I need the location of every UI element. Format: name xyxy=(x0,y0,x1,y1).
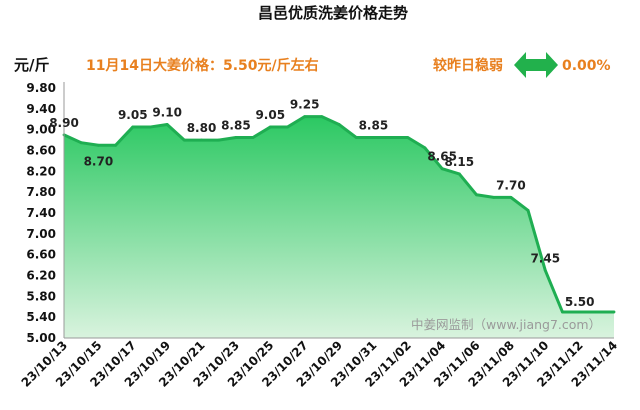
data-point xyxy=(578,310,582,314)
data-point xyxy=(286,125,289,129)
data-point xyxy=(234,136,238,139)
trend-text: 较昨日稳弱 xyxy=(433,57,503,74)
y-tick-label: 6.20 xyxy=(26,269,56,283)
data-point xyxy=(131,125,135,129)
data-label: 8.80 xyxy=(187,121,217,135)
data-label: 7.45 xyxy=(530,251,560,265)
data-label: 9.05 xyxy=(255,108,285,122)
data-label: 8.65 xyxy=(427,150,457,164)
data-point xyxy=(389,136,392,139)
data-label: 9.10 xyxy=(152,105,182,119)
data-point xyxy=(371,136,375,139)
change-percent: 0.00% xyxy=(562,58,611,74)
data-point xyxy=(440,167,444,171)
plot-area: 9.80 9.40 9.00 8.60 8.20 7.80 7.40 7.00 6.60 6.20… xyxy=(19,81,621,390)
y-tick-label: 7.80 xyxy=(26,185,56,199)
data-point xyxy=(492,195,496,199)
data-point xyxy=(114,143,117,147)
data-point xyxy=(457,172,461,176)
y-tick-label: 5.00 xyxy=(26,331,56,345)
data-point xyxy=(165,123,169,126)
data-point xyxy=(509,195,513,199)
data-point xyxy=(354,136,358,139)
data-point xyxy=(200,138,203,142)
data-point xyxy=(475,193,478,197)
data-label: 8.90 xyxy=(49,116,79,130)
y-tick-label: 8.60 xyxy=(26,144,56,158)
data-label: 8.85 xyxy=(221,118,251,132)
y-tick-label: 5.40 xyxy=(26,310,56,324)
price-note: 11月14日大姜价格：5.50元/斤左右 xyxy=(86,57,319,74)
y-tick-label: 7.00 xyxy=(26,227,56,241)
data-point xyxy=(595,310,599,314)
data-point xyxy=(526,209,530,212)
double-arrow-icon xyxy=(514,52,558,78)
data-label: 7.70 xyxy=(496,178,526,192)
data-label: 9.05 xyxy=(118,108,148,122)
data-label: 5.50 xyxy=(565,295,595,309)
data-point xyxy=(148,125,152,129)
watermark: 中姜网监制（www.jiang7.com） xyxy=(411,317,601,332)
data-label: 8.70 xyxy=(84,154,114,168)
data-point xyxy=(182,138,186,142)
data-point xyxy=(96,143,100,147)
data-point xyxy=(337,123,341,126)
y-tick-label: 6.60 xyxy=(26,248,56,262)
data-point xyxy=(251,136,255,139)
y-tick-label: 9.80 xyxy=(26,81,56,95)
data-point xyxy=(217,138,221,142)
y-tick-label: 7.40 xyxy=(26,206,56,220)
data-point xyxy=(79,141,83,145)
y-tick-label: 9.40 xyxy=(26,102,56,116)
chart-title: 昌邑优质洗姜价格走势 xyxy=(258,4,408,22)
y-axis-unit: 元/斤 xyxy=(14,56,49,74)
data-label: 9.25 xyxy=(290,98,320,112)
data-point xyxy=(406,136,410,139)
data-point xyxy=(423,146,427,150)
data-point xyxy=(268,125,272,129)
y-tick-label: 9.00 xyxy=(26,123,56,137)
data-point xyxy=(561,310,564,314)
area-fill xyxy=(64,116,614,339)
y-tick-label: 5.80 xyxy=(26,289,56,303)
data-point xyxy=(612,310,616,314)
data-label: 8.15 xyxy=(445,155,475,169)
data-point xyxy=(320,115,324,119)
data-point xyxy=(543,268,547,272)
data-point xyxy=(303,115,307,119)
y-tick-label: 8.20 xyxy=(26,164,56,178)
data-label: 8.85 xyxy=(359,118,389,132)
